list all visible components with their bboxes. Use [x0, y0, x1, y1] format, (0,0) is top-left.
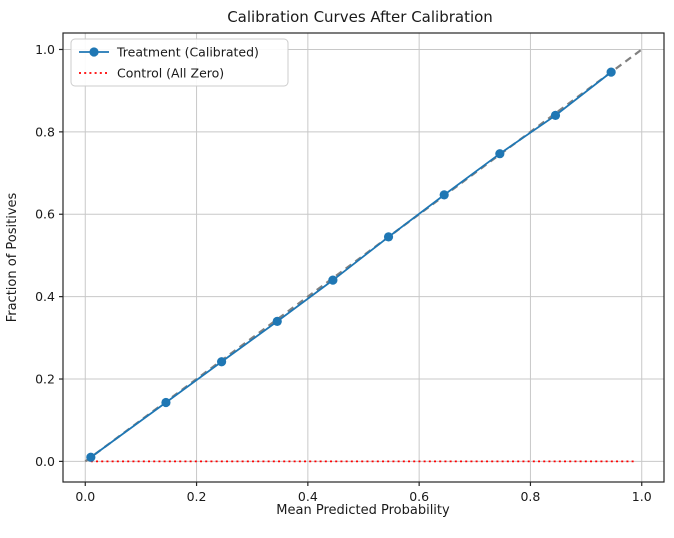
data-point-marker: [272, 316, 282, 326]
data-point-marker: [383, 232, 394, 242]
series-line-dashed: [84, 48, 643, 463]
grid-lines: [63, 33, 664, 482]
chart-title: Calibration Curves After Calibration: [227, 8, 493, 26]
x-tick-label: 0.4: [298, 489, 318, 504]
data-point-marker: [495, 149, 505, 159]
legend-marker-treatment: [89, 47, 99, 57]
y-tick-label: 0.4: [35, 289, 55, 304]
y-tick-label: 0.8: [35, 124, 55, 139]
y-tick-label: 0.6: [35, 207, 55, 222]
y-tick-label: 0.2: [35, 372, 55, 387]
y-tick-label: 0.0: [35, 454, 55, 469]
y-tick-label: 1.0: [35, 42, 55, 57]
x-axis-label: Mean Predicted Probability: [276, 503, 450, 518]
y-axis-label: Fraction of Positives: [5, 192, 20, 322]
data-point-marker: [216, 357, 227, 367]
series-line-solid-markers: [90, 71, 612, 459]
x-tick-label: 0.2: [187, 489, 207, 504]
legend-label-treatment: Treatment (Calibrated): [116, 45, 259, 60]
x-tick-label: 0.8: [520, 489, 540, 504]
x-tick-label: 1.0: [632, 489, 652, 504]
data-point-marker: [86, 452, 96, 462]
plot-series: [84, 48, 643, 463]
x-tick-label: 0.0: [75, 489, 95, 504]
x-tick-label: 0.6: [409, 489, 429, 504]
data-point-marker: [161, 397, 171, 408]
plot-border: [62, 32, 665, 483]
data-point-marker: [606, 67, 616, 77]
data-point-marker: [439, 190, 449, 200]
legend-box: [70, 38, 289, 87]
data-point-marker: [550, 110, 561, 120]
legend-label-control: Control (All Zero): [117, 66, 224, 81]
axis-ticks: 0.0 0.2 0.4 0.6 0.8 1.0 0.0 0.2 0.4 0.6 0.8 1.0: [35, 42, 652, 504]
data-point-marker: [328, 275, 338, 285]
legend: Treatment (Calibrated) Control (All Zero…: [70, 38, 289, 87]
